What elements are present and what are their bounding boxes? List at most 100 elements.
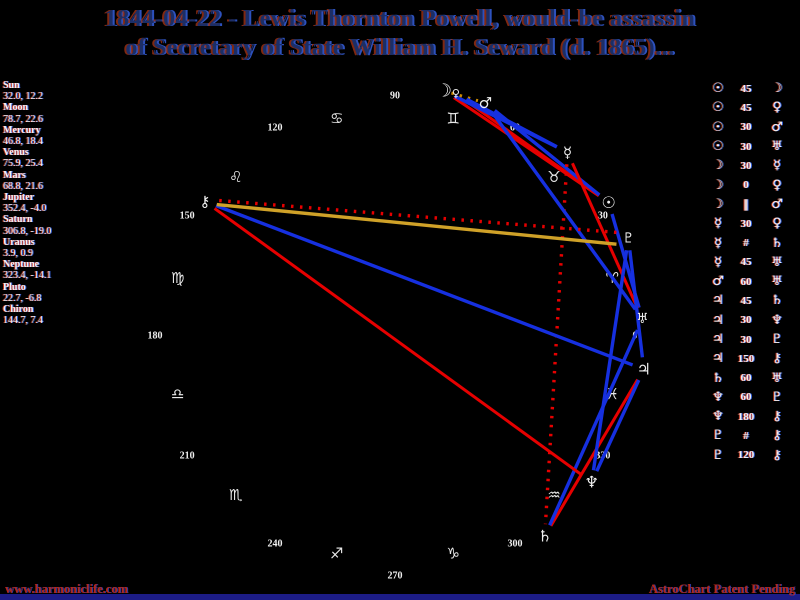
aspect-row: ♇ 120 ⚷ [704, 446, 798, 465]
aspect-type: 30 [740, 140, 752, 153]
degree-label: 270 [388, 571, 403, 582]
aspect-planet-a-icon: ♂ [712, 274, 724, 290]
aspect-planet-a-icon: ☉ [712, 81, 724, 97]
planet-ra-dec: 32.0, 12.2 [3, 91, 43, 103]
aspect-planet-a-icon: ☿ [714, 216, 722, 232]
aspect-planet-b-icon: ♄ [771, 293, 783, 309]
aspect-line-mercury-uranus [571, 162, 639, 309]
aspect-planet-a-icon: ☽ [712, 177, 724, 193]
footer-branding: AstroChart Patent Pending [648, 582, 795, 596]
zodiac-libra-icon: ♎ [171, 385, 184, 403]
degree-label: 90 [390, 91, 400, 102]
degree-label: 300 [508, 538, 523, 549]
aspect-type: 45 [740, 294, 752, 307]
aspect-row: ☽ ∥ ♂ [704, 195, 798, 214]
aspect-row: ♆ 60 ♇ [704, 388, 798, 407]
degree-label: 30 [598, 211, 608, 222]
aspect-planet-b-icon: ♆ [771, 312, 783, 328]
planet-entry: Mercury 46.8, 18.4 [3, 125, 118, 147]
planet-ra-dec: 306.8, -19.0 [3, 225, 52, 237]
aspect-row: ☉ 45 ☽ [704, 79, 798, 98]
aspect-row: ☉ 30 ♂ [704, 118, 798, 137]
aspect-planet-b-icon: ♅ [771, 139, 783, 155]
degree-label: 120 [268, 123, 283, 134]
aspect-planet-b-icon: ♅ [771, 370, 783, 386]
zodiac-gemini-icon: ♊ [447, 110, 460, 128]
aspect-planet-b-icon: ⚷ [772, 351, 782, 367]
aspect-type: 45 [740, 82, 752, 95]
zodiac-virgo-icon: ♍ [171, 269, 184, 287]
zodiac-capricorn-icon: ♑ [447, 544, 460, 562]
aspect-line-mercury-venus [465, 97, 558, 149]
footer-website-url: www.harmoniclife.com [5, 582, 128, 596]
aspect-list: ☉ 45 ☽ ☉ 45 ♀ ☉ 30 ♂ ☉ 30 ♅ ☽ 30 ☿ ☽ 0 ♀ ☽ ∥ ♂ ☿ 30 ♀ ☿ # ♄ ☿ 45 ♅ ♂ 60… [704, 79, 798, 465]
aspect-row: ♃ 45 ♄ [704, 291, 798, 310]
planet-ra-dec: 352.4, -4.0 [3, 203, 47, 215]
planet-entry: Saturn 306.8, -19.0 [3, 214, 118, 236]
aspect-planet-a-icon: ☉ [712, 100, 724, 116]
aspect-type: 45 [740, 256, 752, 269]
aspect-planet-b-icon: ☽ [771, 81, 783, 97]
bottom-bar [0, 594, 800, 600]
aspect-line-mars-uranus [491, 111, 637, 311]
aspect-line-saturn-uranus [548, 329, 640, 526]
planet-name: Pluto [3, 281, 26, 293]
aspect-row: ☿ 30 ♀ [704, 214, 798, 233]
planet-entry: Pluto 22.7, -6.8 [3, 282, 118, 304]
planet-name: Moon [3, 102, 28, 114]
planet-ra-dec: 46.8, 18.4 [3, 136, 43, 148]
planet-ra-dec: 3.9, 0.9 [3, 248, 33, 260]
aspect-row: ☿ # ♄ [704, 233, 798, 252]
planet-name: Chiron [3, 304, 34, 316]
aspect-row: ☉ 45 ♀ [704, 98, 798, 117]
aspect-planet-b-icon: ☿ [773, 158, 781, 174]
aspect-planet-b-icon: ♀ [772, 100, 782, 116]
aspect-planet-b-icon: ♅ [771, 254, 783, 270]
planet-name: Mercury [3, 124, 41, 136]
degree-label: 150 [180, 211, 195, 222]
aspect-row: ☽ 30 ☿ [704, 156, 798, 175]
aspect-planet-a-icon: ☿ [714, 235, 722, 251]
aspect-row: ♃ 30 ♇ [704, 330, 798, 349]
aspect-planet-a-icon: ♃ [712, 312, 724, 328]
aspect-planet-a-icon: ♃ [712, 351, 724, 367]
degree-label: 240 [268, 538, 283, 549]
aspect-planet-b-icon: ♀ [772, 216, 782, 232]
planet-entry: Sun 32.0, 12.2 [3, 80, 118, 102]
aspect-row: ☽ 0 ♀ [704, 175, 798, 194]
aspect-line-pluto-chiron [216, 198, 617, 235]
aspect-planet-b-icon: ⚷ [772, 409, 782, 425]
aspect-type: 30 [740, 333, 752, 346]
aspect-type: 30 [740, 121, 752, 134]
aspect-row: ♇ # ⚷ [704, 426, 798, 445]
aspect-planet-b-icon: ♂ [771, 119, 783, 135]
aspect-planet-b-icon: ♀ [772, 177, 782, 193]
planet-ra-dec: 323.4, -14.1 [3, 270, 52, 282]
aspect-planet-a-icon: ♆ [712, 409, 724, 425]
aspect-type: 120 [737, 449, 755, 462]
aspect-planet-b-icon: ♂ [771, 196, 783, 212]
aspect-line-mercury-saturn [543, 164, 569, 525]
planet-mercury-icon: ☿ [563, 143, 572, 161]
zodiac-sagittarius-icon: ♐ [330, 544, 343, 562]
degree-label: 180 [148, 331, 163, 342]
planet-neptune-icon: ♆ [585, 473, 599, 492]
aspect-line-sun-venus [464, 99, 600, 197]
planet-mars-icon: ♂ [479, 94, 492, 112]
aspect-line-jupiter-saturn [549, 378, 639, 527]
planet-entry: Moon 78.7, 22.6 [3, 102, 118, 124]
zodiac-leo-icon: ♌ [229, 168, 242, 186]
aspect-planet-b-icon: ♇ [771, 389, 783, 405]
page-title-line2: of Secretary of State William H. Seward … [125, 35, 675, 61]
aspect-line-neptune-pluto [591, 249, 629, 471]
planet-entry: Chiron 144.7, 7.4 [3, 304, 118, 326]
aspect-row: ♂ 60 ♅ [704, 272, 798, 291]
aspect-type: 60 [740, 391, 752, 404]
planet-ra-dec: 68.8, 21.6 [3, 180, 43, 192]
planet-chiron-icon: ⚷ [199, 192, 210, 210]
zodiac-scorpio-icon: ♏ [229, 486, 243, 504]
aspect-type: 60 [740, 275, 752, 288]
aspect-planet-b-icon: ♅ [771, 274, 783, 290]
planet-entry: Venus 75.9, 25.4 [3, 147, 118, 169]
aspect-planet-a-icon: ☿ [714, 254, 722, 270]
